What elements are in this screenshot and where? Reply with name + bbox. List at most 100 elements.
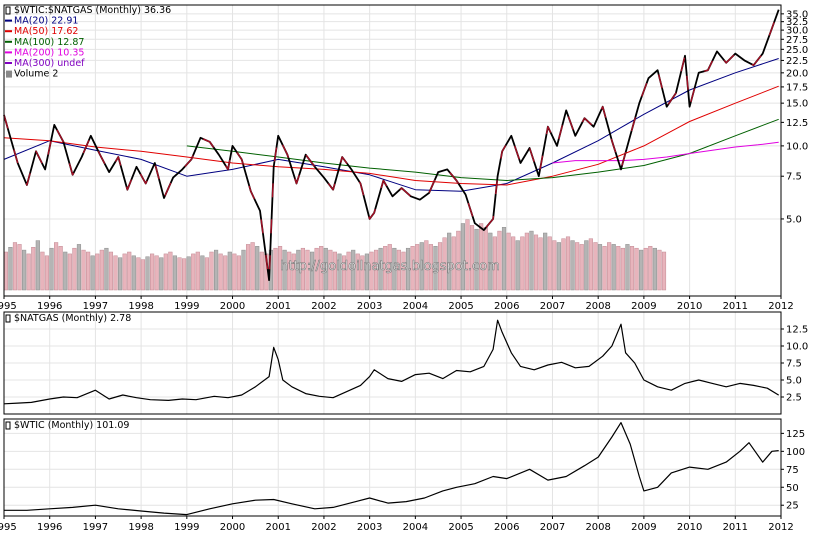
x-tick-label: 2000 [220, 522, 245, 533]
volume-bar [300, 247, 305, 291]
volume-bar [3, 251, 8, 291]
volume-bar [479, 223, 484, 291]
x-tick-label: 2005 [448, 522, 473, 533]
volume-bar [629, 246, 635, 291]
volume-bar [218, 253, 223, 291]
x-tick-label: 2009 [631, 522, 656, 533]
x-tick-label: 2008 [585, 522, 610, 533]
volume-bar [579, 244, 584, 291]
volume-bar [200, 255, 205, 291]
volume-bar [291, 253, 296, 291]
volume-bar [319, 246, 324, 291]
volume-bar [565, 236, 571, 291]
volume-bar [44, 255, 50, 291]
legend-entry: MA(20) 22.91 [14, 16, 78, 27]
volume-bar [556, 242, 561, 291]
x-tick-label: 1996 [37, 522, 62, 533]
y-tick-label: 25.0 [786, 45, 808, 56]
volume-bar [287, 251, 292, 291]
volume-bar [584, 240, 589, 291]
x-tick-label: 1995 [0, 522, 17, 533]
volume-bar [90, 255, 95, 291]
y-tick-label: 27.5 [786, 35, 808, 46]
volume-bar [154, 255, 159, 291]
volume-bar [607, 242, 612, 291]
x-tick-label: 2004 [403, 301, 428, 312]
series-layer [3, 9, 780, 516]
y-tick-label: 5.0 [786, 214, 802, 225]
volume-bar [611, 244, 616, 291]
volume-bar [447, 232, 452, 291]
volume-bar [474, 228, 479, 291]
volume-bar [616, 246, 621, 291]
x-tick-label: 2006 [494, 522, 519, 533]
volume-bar [529, 230, 534, 291]
x-tick-label: 2008 [585, 301, 610, 312]
volume-bar [31, 247, 36, 291]
panel-frame [3, 418, 782, 517]
y-tick-label: 10.0 [786, 141, 808, 152]
volume-bar [593, 242, 598, 291]
volume-bar [575, 242, 580, 291]
y-tick-label: 30.0 [786, 26, 808, 37]
volume-bar [227, 251, 232, 291]
legend-swatch [5, 6, 11, 15]
panel-title: $NATGAS (Monthly) 2.78 [14, 313, 131, 324]
volume-bar [597, 244, 603, 291]
volume-bar [588, 238, 593, 291]
x-tick-label: 2002 [311, 301, 336, 312]
x-tick-label: 1998 [128, 301, 153, 312]
y-tick-label: 17.5 [786, 82, 808, 93]
volume-bar [236, 255, 242, 291]
volume-bar [209, 251, 214, 291]
legend-swatch [6, 70, 12, 78]
volume-bar [328, 249, 333, 291]
volume-bar [136, 257, 141, 291]
volume-bar [456, 230, 461, 291]
volume-bar [296, 249, 301, 291]
volume-bar [661, 251, 667, 291]
series-line [3, 319, 780, 405]
volume-bar [58, 246, 63, 291]
volume-bar [469, 225, 475, 291]
volume-bar [150, 253, 155, 291]
volume-bar [538, 237, 543, 291]
volume-bar [351, 249, 356, 291]
volume-bar [95, 253, 100, 291]
volume-bar [163, 253, 168, 291]
series-line [3, 85, 779, 186]
volume-bar [118, 257, 123, 291]
watermark: http://goldoilnatgas.blogspot.com [280, 259, 500, 274]
volume-bar [127, 251, 132, 291]
volume-bar [460, 223, 465, 291]
x-tick-label: 1995 [0, 301, 17, 312]
volume-bar [26, 253, 31, 291]
volume-bar [191, 253, 196, 291]
volume-bar [145, 256, 150, 291]
volume-bar [437, 242, 443, 291]
volume-bar [177, 257, 182, 291]
x-tick-label: 2012 [768, 301, 793, 312]
x-tick-label: 1999 [174, 522, 199, 533]
x-tick-label: 2007 [540, 522, 565, 533]
series-line [552, 141, 779, 164]
x-tick-label: 2000 [220, 301, 245, 312]
volume-bar [442, 237, 447, 291]
volume-bar [54, 242, 59, 291]
x-tick-label: 1998 [128, 522, 153, 533]
y-tick-label: 22.5 [786, 56, 808, 67]
panel-frame [3, 4, 782, 297]
volume-bar [501, 227, 507, 291]
volume-bar [35, 240, 40, 291]
volume-bar [625, 244, 630, 291]
volume-bar [332, 251, 337, 291]
volume-bar [186, 256, 191, 291]
volume-bar [511, 236, 516, 291]
legend-swatch [5, 314, 11, 323]
volume-bar [213, 249, 219, 291]
legend-swatch [5, 421, 11, 430]
volume-bar [533, 234, 539, 291]
volume-bar [131, 255, 136, 291]
x-tick-label: 2011 [723, 522, 748, 533]
y-tick-label: 50 [786, 483, 799, 494]
